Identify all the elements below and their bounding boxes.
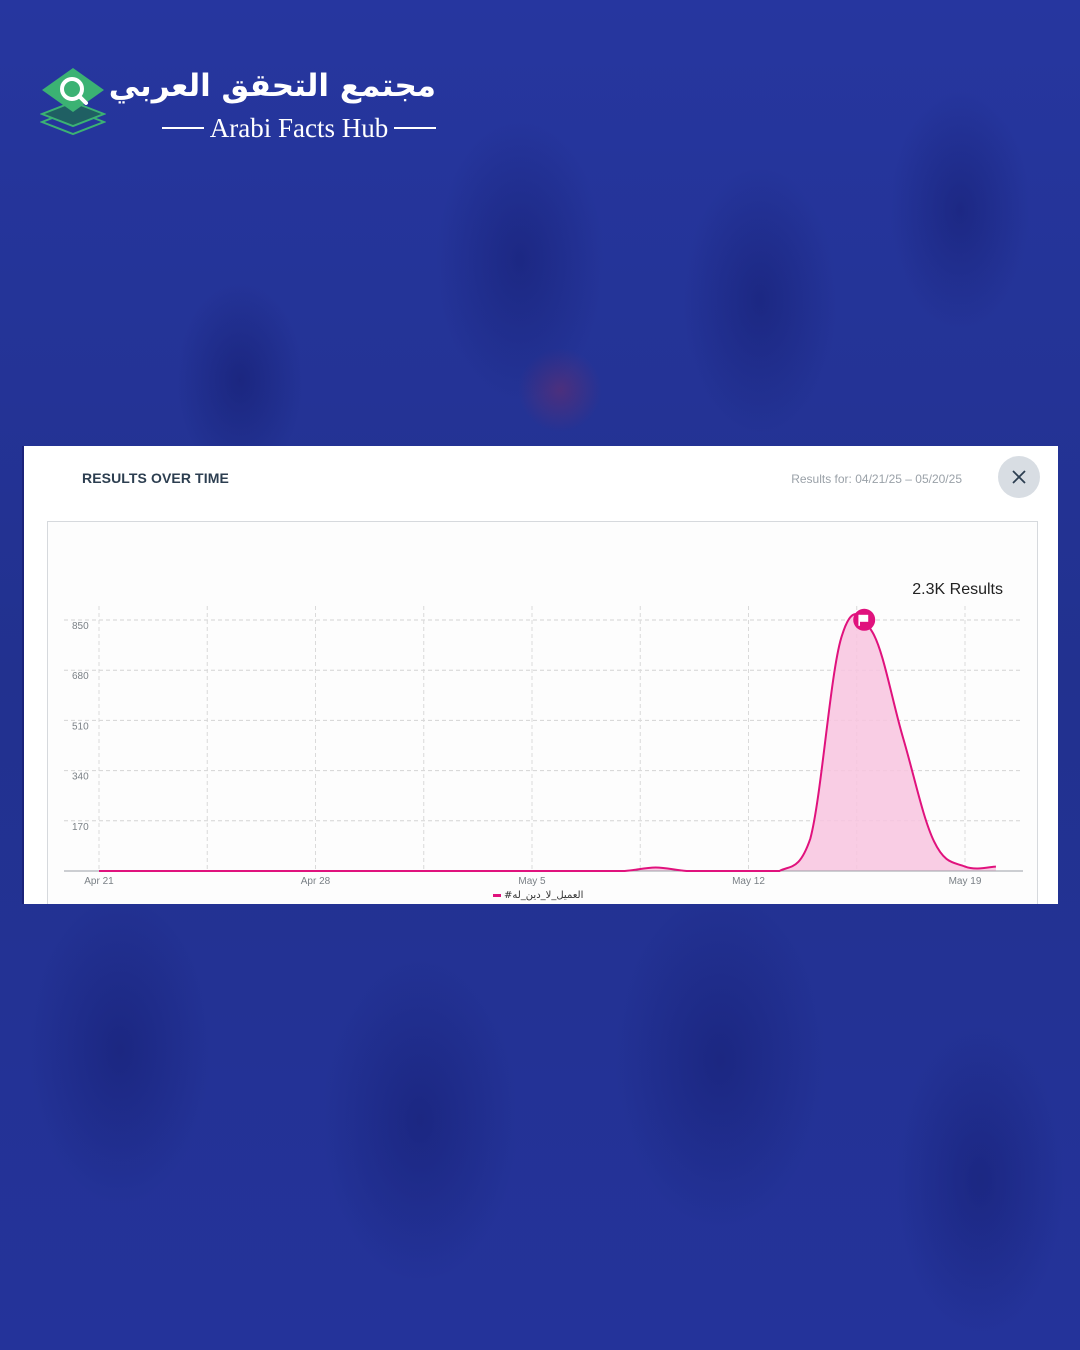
- close-button[interactable]: [998, 456, 1040, 498]
- y-tick-label: 340: [72, 772, 89, 783]
- x-tick-label: May 5: [518, 876, 546, 887]
- results-card: RESULTS OVER TIME Results for: 04/21/25 …: [22, 446, 1058, 904]
- y-tick-label: 510: [72, 721, 89, 732]
- chart-area: 170 340 510 680 850 Apr 21 Apr 28 May 5 May 12 Ma…: [47, 521, 1038, 904]
- x-tick-label: May 12: [732, 876, 765, 887]
- brand-name-english: Arabi Facts Hub: [209, 112, 389, 143]
- y-tick-label: 850: [72, 621, 89, 632]
- legend-swatch: [493, 894, 501, 897]
- date-range-text: Results for: 04/21/25 – 05/20/25: [791, 472, 962, 486]
- x-tick-label: May 19: [949, 876, 982, 887]
- divider-line: [394, 127, 436, 129]
- y-tick-label: 680: [72, 671, 89, 682]
- card-title: RESULTS OVER TIME: [82, 470, 229, 486]
- brand-logo: مجتمع التحقق العربي Arabi Facts Hub: [40, 66, 436, 146]
- magnifier-layers-icon: [40, 68, 106, 136]
- divider-line: [162, 127, 204, 129]
- close-icon: [1012, 470, 1026, 484]
- flag-icon: [859, 614, 869, 622]
- y-tick-label: 170: [72, 822, 89, 833]
- x-tick-label: Apr 21: [84, 876, 114, 887]
- brand-name-arabic: مجتمع التحقق العربي: [108, 68, 436, 104]
- legend-label: #العميل_لا_دين_له: [504, 890, 583, 901]
- results-chart: 170 340 510 680 850 Apr 21 Apr 28 May 5 May 12 Ma…: [64, 581, 1023, 901]
- brand-name-english-row: Arabi Facts Hub: [162, 110, 436, 146]
- series-area-fill: [99, 613, 996, 871]
- results-annotation: 2.3K Results: [912, 581, 1003, 598]
- x-tick-label: Apr 28: [301, 876, 331, 887]
